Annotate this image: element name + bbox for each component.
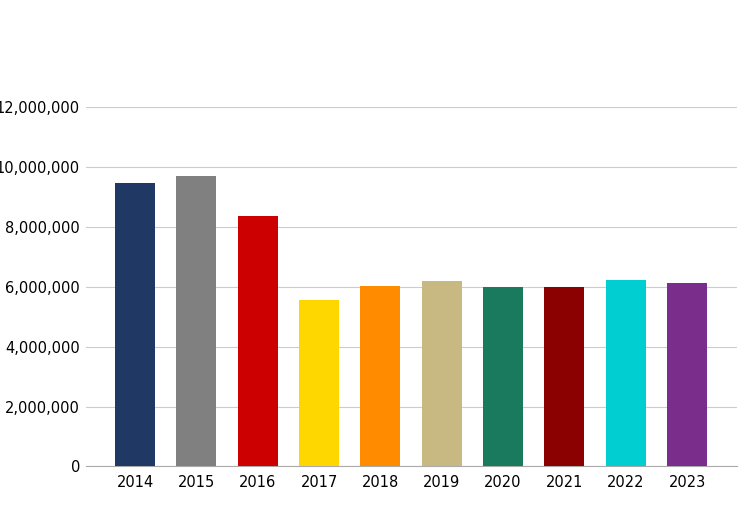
- Bar: [176, 176, 217, 466]
- Bar: [483, 287, 523, 466]
- Bar: [360, 286, 400, 466]
- Text: U.S. Sales & Distribution of Medically Important Antimicrobial Drugs: U.S. Sales & Distribution of Medically I…: [10, 16, 736, 35]
- Bar: [299, 300, 339, 466]
- Bar: [238, 216, 278, 466]
- Bar: [606, 279, 646, 466]
- Bar: [115, 183, 155, 466]
- Bar: [422, 281, 462, 466]
- Bar: [545, 287, 584, 466]
- Bar: [667, 283, 707, 466]
- Text: Approved for Use in Food-Producing Animals: 2014-2023: Approved for Use in Food-Producing Anima…: [10, 58, 609, 78]
